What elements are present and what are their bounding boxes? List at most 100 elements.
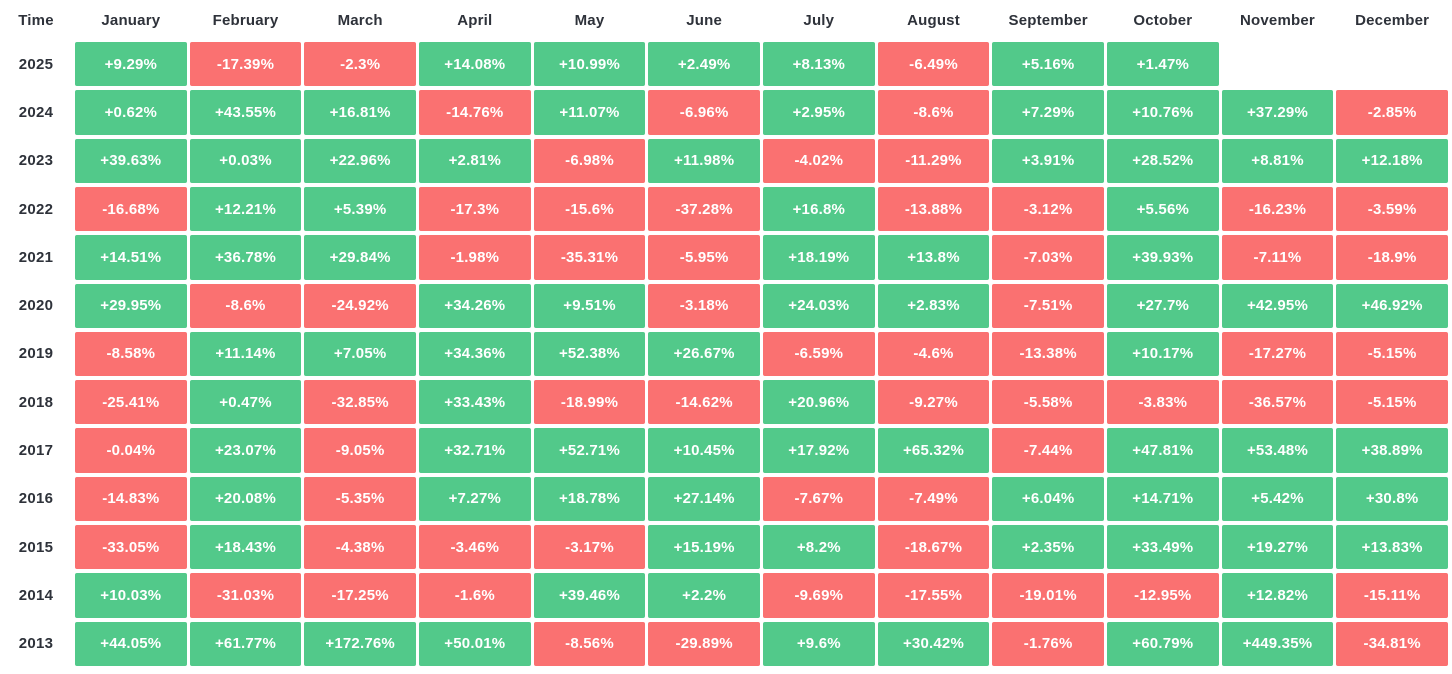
month-column-header: September — [1008, 11, 1088, 29]
return-cell: -17.55% — [877, 573, 990, 618]
return-cell: -29.89% — [648, 621, 760, 666]
return-cell: -7.51% — [992, 283, 1104, 328]
return-cell: -31.03% — [189, 573, 302, 618]
year-label: 2021 — [18, 248, 54, 266]
return-cell: +53.48% — [1221, 428, 1334, 473]
return-cell: +10.99% — [533, 42, 646, 87]
return-cell: -35.31% — [533, 235, 646, 280]
return-cell: -5.15% — [1336, 331, 1448, 377]
return-cell: +38.89% — [1336, 428, 1448, 473]
month-column-header: April — [457, 11, 493, 29]
return-cell: -4.38% — [304, 525, 416, 570]
return-cell: +29.84% — [304, 235, 416, 280]
return-cell: -3.18% — [648, 283, 760, 328]
return-cell: -2.3% — [304, 42, 416, 87]
return-cell: +27.14% — [648, 476, 760, 522]
return-cell: +34.26% — [418, 283, 531, 328]
return-cell: +7.29% — [992, 90, 1104, 135]
return-cell: +5.56% — [1106, 186, 1219, 232]
return-cell: +44.05% — [75, 621, 187, 666]
return-cell: +61.77% — [189, 621, 302, 666]
return-cell: +12.21% — [189, 186, 302, 232]
return-cell: +2.81% — [418, 138, 531, 183]
return-cell: -8.58% — [75, 331, 187, 377]
year-label: 2020 — [18, 297, 54, 315]
return-cell: +50.01% — [418, 621, 531, 666]
return-cell: +33.49% — [1106, 525, 1219, 570]
return-cell: +16.8% — [762, 186, 875, 232]
return-cell: -3.59% — [1336, 186, 1448, 232]
return-cell: +2.35% — [992, 525, 1104, 570]
return-cell: -3.83% — [1106, 380, 1219, 425]
return-cell: +36.78% — [189, 235, 302, 280]
return-cell: -33.05% — [75, 525, 187, 570]
return-cell: +172.76% — [304, 621, 416, 666]
return-cell: -4.02% — [762, 138, 875, 183]
year-label: 2015 — [18, 538, 54, 556]
return-cell: +43.55% — [189, 90, 302, 135]
return-cell: -16.68% — [75, 186, 187, 232]
return-cell: -18.67% — [877, 525, 990, 570]
return-cell: +60.79% — [1106, 621, 1219, 666]
return-cell: -34.81% — [1336, 621, 1448, 666]
year-label: 2013 — [18, 635, 54, 653]
return-cell: +13.8% — [877, 235, 990, 280]
return-cell: -1.76% — [992, 621, 1104, 666]
return-cell: +2.2% — [648, 573, 760, 618]
return-cell: -3.17% — [533, 525, 646, 570]
return-cell: +14.08% — [418, 42, 531, 87]
year-label: 2016 — [18, 490, 54, 508]
return-cell: +20.08% — [189, 476, 302, 522]
return-cell: +6.04% — [992, 476, 1104, 522]
return-cell: -2.85% — [1336, 90, 1448, 135]
return-cell: -9.69% — [762, 573, 875, 618]
return-cell: +29.95% — [75, 283, 187, 328]
year-label: 2025 — [18, 55, 54, 73]
return-cell: -7.67% — [762, 476, 875, 522]
return-cell: +26.67% — [648, 331, 760, 377]
return-cell: +7.27% — [418, 476, 531, 522]
return-cell: -17.39% — [189, 42, 302, 87]
return-cell: +15.19% — [648, 525, 760, 570]
return-cell: +47.81% — [1106, 428, 1219, 473]
return-cell: -8.6% — [877, 90, 990, 135]
return-cell: +11.98% — [648, 138, 760, 183]
return-cell: +8.81% — [1221, 138, 1334, 183]
return-cell: -8.6% — [189, 283, 302, 328]
return-cell: +8.2% — [762, 525, 875, 570]
return-cell: +9.51% — [533, 283, 646, 328]
return-cell: +10.45% — [648, 428, 760, 473]
month-column-header: May — [574, 11, 605, 29]
return-cell: +0.62% — [75, 90, 187, 135]
year-label: 2017 — [18, 442, 54, 460]
return-cell: +32.71% — [418, 428, 531, 473]
return-cell: -7.44% — [992, 428, 1104, 473]
year-label: 2018 — [18, 393, 54, 411]
return-cell: +52.71% — [533, 428, 646, 473]
return-cell: +1.47% — [1106, 42, 1219, 87]
year-label: 2024 — [18, 103, 54, 121]
return-cell: +39.46% — [533, 573, 646, 618]
return-cell: -5.95% — [648, 235, 760, 280]
return-cell: -15.6% — [533, 186, 646, 232]
return-cell: +39.93% — [1106, 235, 1219, 280]
return-cell: +8.13% — [762, 42, 875, 87]
return-cell: -19.01% — [992, 573, 1104, 618]
return-cell: -9.27% — [877, 380, 990, 425]
return-cell: +37.29% — [1221, 90, 1334, 135]
return-cell: +17.92% — [762, 428, 875, 473]
return-cell: +0.03% — [189, 138, 302, 183]
return-cell: +10.17% — [1106, 331, 1219, 377]
return-cell: -3.12% — [992, 186, 1104, 232]
return-cell: +19.27% — [1221, 525, 1334, 570]
return-cell: +18.43% — [189, 525, 302, 570]
return-cell: -6.96% — [648, 90, 760, 135]
return-cell: +39.63% — [75, 138, 187, 183]
return-cell: +33.43% — [418, 380, 531, 425]
return-cell: +10.03% — [75, 573, 187, 618]
year-label: 2022 — [18, 200, 54, 218]
return-cell: +24.03% — [762, 283, 875, 328]
return-cell: -24.92% — [304, 283, 416, 328]
return-cell: -0.04% — [75, 428, 187, 473]
month-column-header: January — [101, 11, 161, 29]
